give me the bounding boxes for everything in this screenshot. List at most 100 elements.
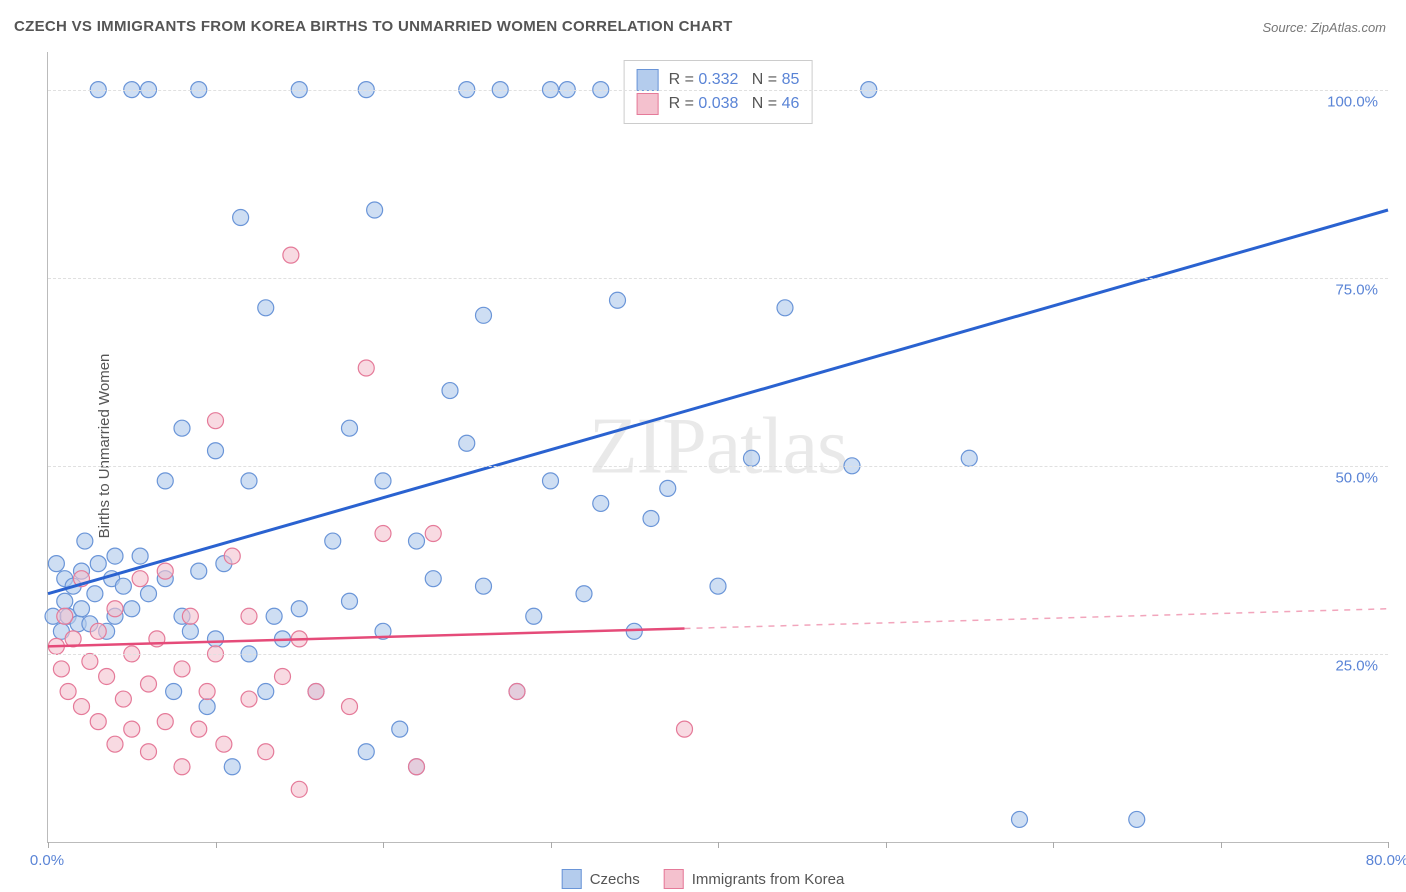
data-point: [476, 307, 492, 323]
data-point: [643, 510, 659, 526]
data-point: [392, 721, 408, 737]
data-point: [283, 247, 299, 263]
x-tick: [383, 842, 384, 848]
data-point: [266, 608, 282, 624]
data-point: [409, 759, 425, 775]
data-point: [476, 578, 492, 594]
data-point: [626, 623, 642, 639]
data-point: [157, 563, 173, 579]
data-point: [157, 473, 173, 489]
data-point: [115, 691, 131, 707]
legend-swatch: [637, 93, 659, 115]
data-point: [208, 443, 224, 459]
data-point: [677, 721, 693, 737]
data-point: [191, 721, 207, 737]
data-point: [442, 383, 458, 399]
x-tick: [886, 842, 887, 848]
data-point: [375, 526, 391, 542]
data-point: [1012, 811, 1028, 827]
data-point: [74, 601, 90, 617]
data-point: [107, 601, 123, 617]
data-point: [459, 435, 475, 451]
data-point: [132, 571, 148, 587]
legend-swatch: [664, 869, 684, 889]
legend-stats-box: R = 0.332 N = 85R = 0.038 N = 46: [624, 60, 813, 124]
data-point: [358, 744, 374, 760]
data-point: [509, 684, 525, 700]
legend-item: Immigrants from Korea: [664, 869, 845, 889]
gridline: [48, 278, 1388, 279]
data-point: [216, 736, 232, 752]
x-tick: [1221, 842, 1222, 848]
data-point: [208, 631, 224, 647]
data-point: [90, 556, 106, 572]
y-tick-label: 100.0%: [1327, 93, 1378, 110]
data-point: [258, 684, 274, 700]
data-point: [576, 586, 592, 602]
data-point: [174, 661, 190, 677]
chart-svg: [48, 52, 1388, 842]
x-tick: [216, 842, 217, 848]
data-point: [141, 586, 157, 602]
data-point: [367, 202, 383, 218]
data-point: [53, 661, 69, 677]
data-point: [77, 533, 93, 549]
data-point: [291, 601, 307, 617]
data-point: [233, 210, 249, 226]
legend-swatch: [637, 69, 659, 91]
data-point: [241, 691, 257, 707]
data-point: [224, 548, 240, 564]
data-point: [342, 593, 358, 609]
chart-source: Source: ZipAtlas.com: [1262, 20, 1386, 35]
data-point: [610, 292, 626, 308]
legend-swatch: [562, 869, 582, 889]
data-point: [90, 714, 106, 730]
data-point: [1129, 811, 1145, 827]
data-point: [57, 593, 73, 609]
y-tick-label: 50.0%: [1335, 469, 1378, 486]
data-point: [132, 548, 148, 564]
legend-label: Immigrants from Korea: [692, 871, 845, 888]
data-point: [166, 684, 182, 700]
data-point: [199, 699, 215, 715]
data-point: [48, 556, 64, 572]
chart-title: CZECH VS IMMIGRANTS FROM KOREA BIRTHS TO…: [14, 18, 733, 35]
data-point: [157, 714, 173, 730]
y-tick-label: 75.0%: [1335, 281, 1378, 298]
data-point: [74, 699, 90, 715]
data-point: [115, 578, 131, 594]
x-tick: [48, 842, 49, 848]
legend-bottom: Czechs Immigrants from Korea: [562, 869, 845, 889]
data-point: [124, 721, 140, 737]
data-point: [199, 684, 215, 700]
data-point: [191, 563, 207, 579]
data-point: [744, 450, 760, 466]
data-point: [87, 586, 103, 602]
data-point: [82, 653, 98, 669]
data-point: [208, 413, 224, 429]
legend-stat-row: R = 0.038 N = 46: [637, 93, 800, 115]
data-point: [710, 578, 726, 594]
data-point: [777, 300, 793, 316]
chart-plot-area: ZIPatlas R = 0.332 N = 85R = 0.038 N = 4…: [47, 52, 1388, 843]
data-point: [342, 420, 358, 436]
legend-stat-text: R = 0.038 N = 46: [669, 95, 800, 113]
data-point: [241, 608, 257, 624]
data-point: [182, 623, 198, 639]
data-point: [325, 533, 341, 549]
data-point: [57, 608, 73, 624]
data-point: [593, 495, 609, 511]
data-point: [141, 744, 157, 760]
data-point: [224, 759, 240, 775]
data-point: [60, 684, 76, 700]
regression-line: [48, 210, 1388, 594]
data-point: [141, 676, 157, 692]
gridline: [48, 654, 1388, 655]
legend-label: Czechs: [590, 871, 640, 888]
data-point: [174, 759, 190, 775]
data-point: [425, 526, 441, 542]
gridline: [48, 90, 1388, 91]
data-point: [660, 480, 676, 496]
data-point: [308, 684, 324, 700]
data-point: [241, 473, 257, 489]
